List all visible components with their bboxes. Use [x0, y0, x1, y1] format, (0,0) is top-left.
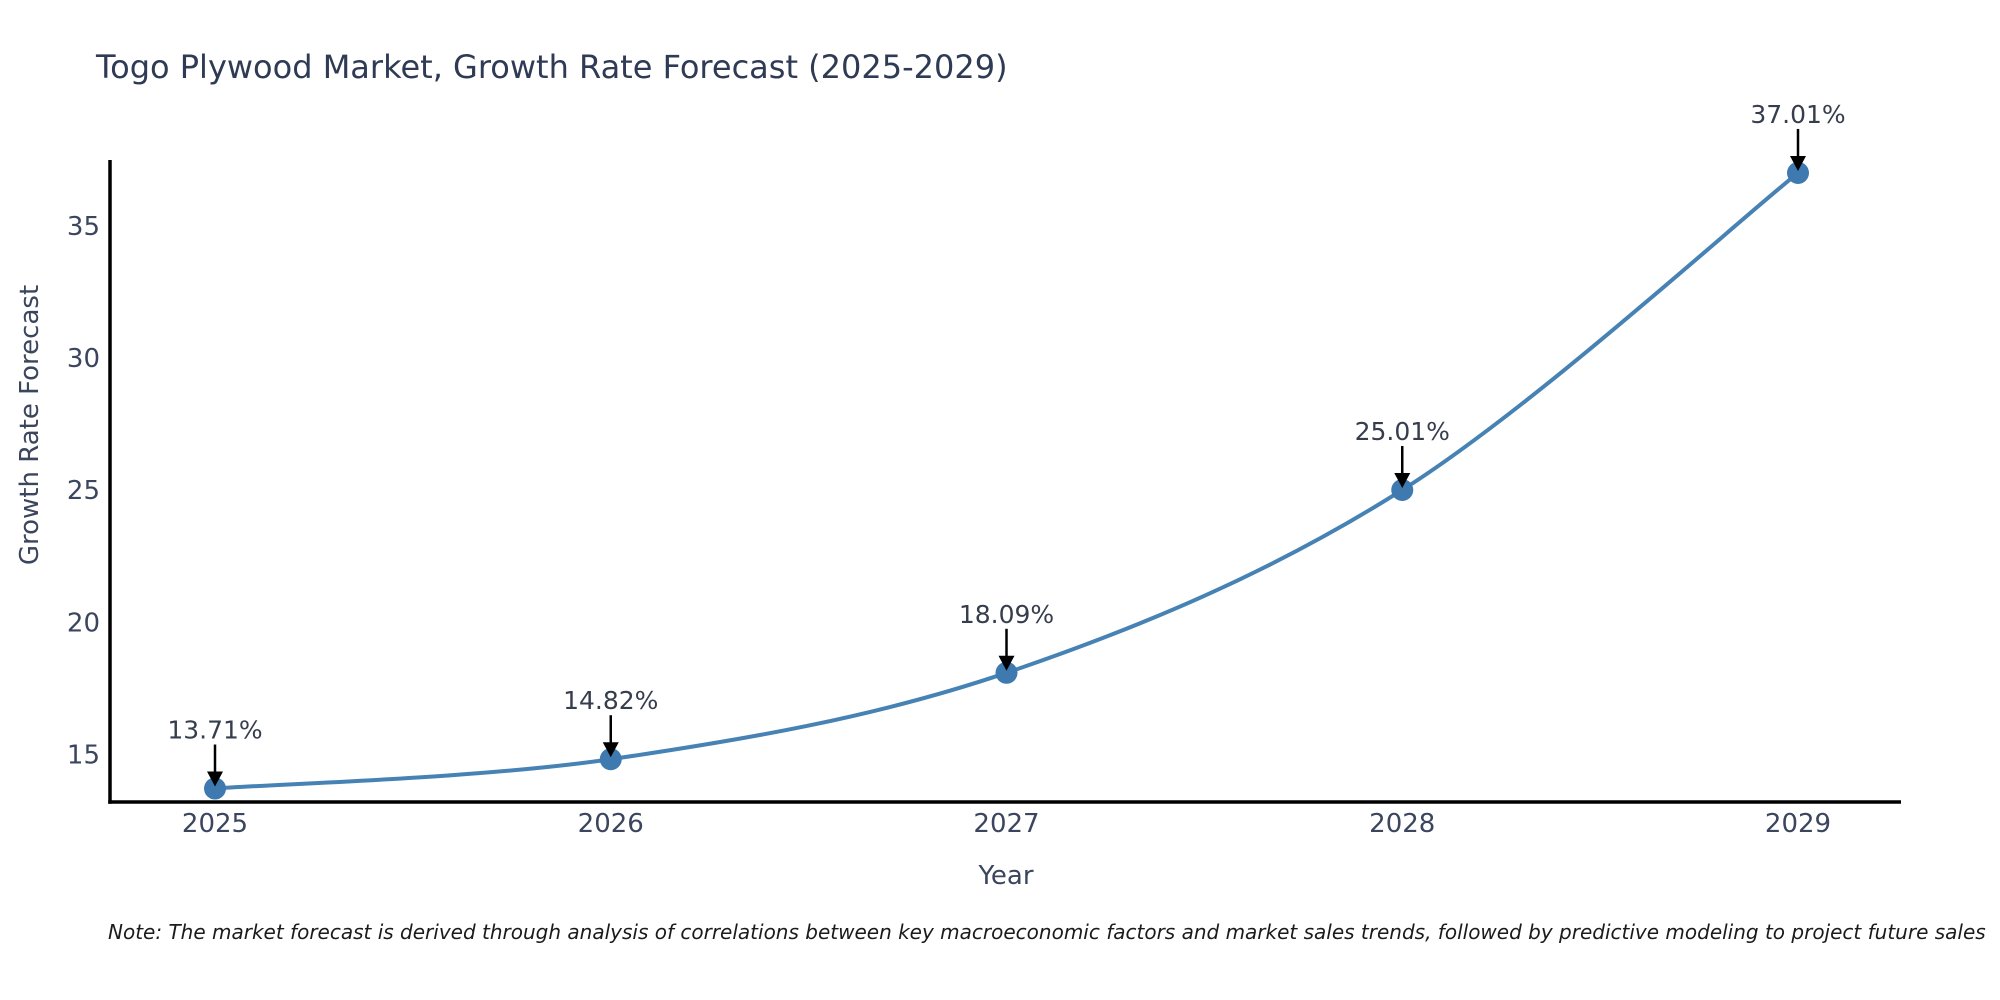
data-point — [599, 748, 622, 771]
footnote-text: Note: The market forecast is derived thr… — [108, 920, 1986, 944]
trend-line — [213, 170, 1800, 791]
x-tick-label: 2026 — [578, 809, 644, 839]
data-point — [995, 661, 1018, 684]
data-point-label: 18.09% — [959, 600, 1054, 629]
data-point — [1787, 161, 1809, 184]
y-tick-label: 35 — [67, 212, 100, 242]
x-tick-label: 2025 — [182, 809, 248, 839]
y-axis-title: Growth Rate Forecast — [15, 285, 45, 565]
data-point — [1391, 478, 1414, 501]
y-axis-tick-labels: 15 20 25 30 35 — [67, 212, 100, 770]
data-point-label: 14.82% — [563, 686, 658, 715]
annotation-arrowhead — [207, 771, 223, 787]
x-tick-label: 2029 — [1765, 809, 1831, 839]
annotation-arrowhead — [1394, 472, 1411, 488]
point-annotations: 13.71% 14.82% 18.09% 25.01% 37.01% — [167, 100, 1846, 787]
data-point-label: 13.71% — [167, 716, 262, 745]
y-tick-label: 25 — [67, 476, 100, 506]
x-tick-label: 2028 — [1369, 809, 1435, 839]
data-points — [204, 161, 1809, 800]
annotation-arrowhead — [998, 655, 1015, 671]
x-axis-tick-labels: 2025 2026 2027 2028 2029 — [182, 809, 1831, 839]
data-point-label: 37.01% — [1750, 100, 1845, 129]
data-point-label: 25.01% — [1355, 417, 1450, 446]
annotation-arrowhead — [1790, 155, 1806, 171]
y-tick-label: 15 — [67, 740, 100, 770]
data-point — [204, 777, 226, 800]
axes — [108, 160, 1901, 804]
x-tick-label: 2027 — [973, 809, 1039, 839]
y-tick-label: 30 — [67, 344, 100, 374]
chart-title: Togo Plywood Market, Growth Rate Forecas… — [96, 48, 1008, 86]
y-tick-label: 20 — [67, 608, 100, 638]
annotation-arrowhead — [602, 742, 619, 758]
x-axis-title: Year — [977, 861, 1033, 891]
